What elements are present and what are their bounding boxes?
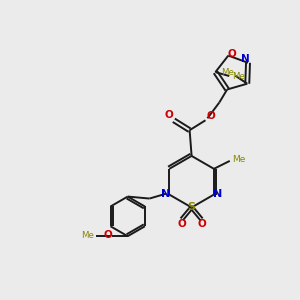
Text: N: N	[241, 54, 249, 64]
Text: O: O	[177, 219, 186, 229]
Text: Me: Me	[82, 231, 94, 240]
Text: O: O	[228, 49, 237, 58]
Text: Me: Me	[232, 72, 244, 81]
Text: Me: Me	[221, 68, 234, 77]
Text: O: O	[103, 230, 112, 240]
Text: N: N	[213, 189, 223, 199]
Text: O: O	[197, 219, 206, 229]
Text: Me: Me	[232, 155, 245, 164]
Text: O: O	[206, 111, 215, 121]
Text: N: N	[161, 189, 170, 199]
Text: O: O	[164, 110, 173, 120]
Text: S: S	[188, 202, 196, 212]
